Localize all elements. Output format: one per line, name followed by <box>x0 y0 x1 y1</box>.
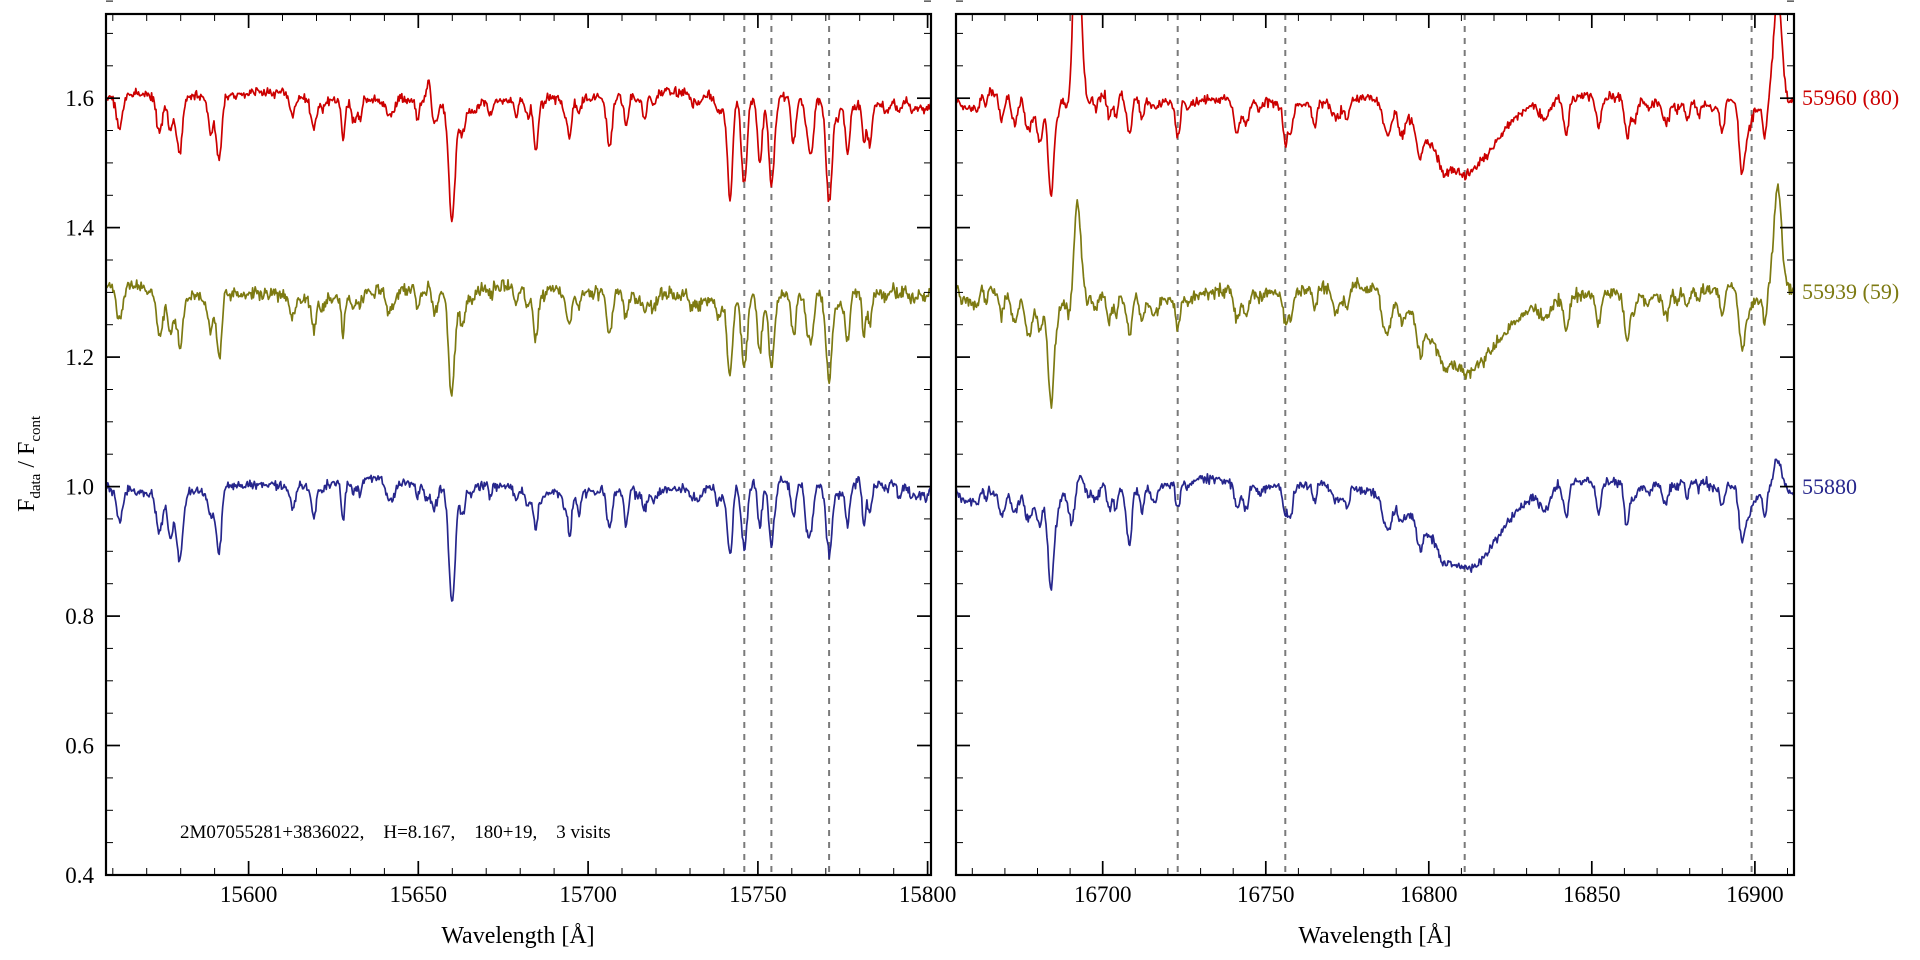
x-tick-label: 16850 <box>1563 882 1621 907</box>
y-tick-label: 0.6 <box>65 734 94 759</box>
y-tick-label: 1.4 <box>65 216 94 241</box>
spectrum-55880 <box>106 474 931 602</box>
x-tick-label: 15750 <box>729 882 787 907</box>
spectrum-55939 <box>106 279 931 397</box>
x-tick-label: 15700 <box>559 882 617 907</box>
x-tick-label: 16900 <box>1726 882 1784 907</box>
y-axis-label: Fdata / Fcont <box>14 415 44 512</box>
panel-frame <box>954 12 1796 877</box>
series-label-55960: 55960 (80) <box>1802 85 1900 111</box>
x-tick-label: 15800 <box>899 882 957 907</box>
series-label-55939: 55939 (59) <box>1802 279 1900 305</box>
panel-left: 15600 15650 15700 15750 15800 0.4 0.6 0.8 1.0 1.2… <box>65 0 957 907</box>
x-axis-label-right: Wavelength [Å] <box>1298 923 1452 949</box>
target-annotation: 2M07055281+3836022, H=8.167, 180+19, 3 v… <box>180 822 611 843</box>
dashed-reference-lines <box>1176 14 1753 875</box>
series-label-55880: 55880 <box>1802 473 1857 499</box>
y-tick-label: 1.0 <box>65 475 94 500</box>
x-tick-label: 16700 <box>1074 882 1132 907</box>
y-tick-label: 1.6 <box>65 86 94 111</box>
spectrum-55880 <box>956 458 1794 591</box>
spectrum-55960 <box>956 14 1794 197</box>
x-tick-label: 15600 <box>220 882 278 907</box>
axis-ticks <box>106 0 931 876</box>
y-tick-label: 1.2 <box>65 345 94 370</box>
x-tick-label: 15650 <box>390 882 448 907</box>
spectrum-55939 <box>956 183 1794 409</box>
y-tick-label: 0.4 <box>65 863 94 888</box>
x-axis-label-left: Wavelength [Å] <box>441 923 595 949</box>
spectrum-55960 <box>106 79 931 223</box>
panel-frame <box>104 12 933 877</box>
y-tick-label: 0.8 <box>65 604 94 629</box>
x-tick-label: 16800 <box>1400 882 1458 907</box>
panel-right: 16700 16750 16800 16850 16900 <box>954 0 1796 907</box>
x-tick-label: 16750 <box>1237 882 1295 907</box>
dashed-reference-lines <box>743 14 831 875</box>
axis-ticks <box>956 0 1794 876</box>
